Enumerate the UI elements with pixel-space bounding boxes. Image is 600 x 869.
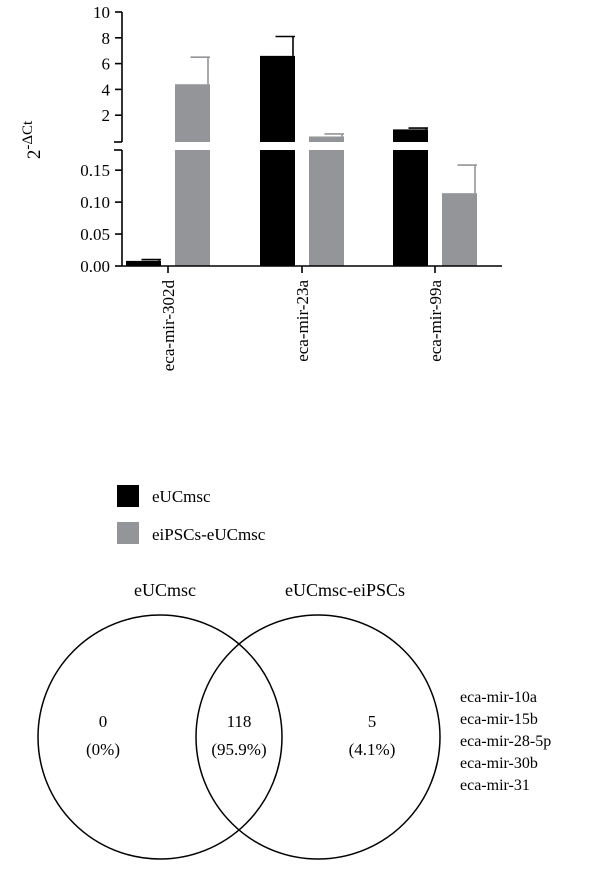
bar-eca-mir-99a-eiPSCs-eUCmsc bbox=[442, 193, 477, 266]
venn-overlap-pct: (95.9%) bbox=[211, 740, 266, 759]
x-category-label: eca-mir-99a bbox=[426, 280, 445, 362]
bar-eca-mir-23a-eUCmsc bbox=[260, 55, 295, 266]
y-axis-label: 2-ΔCt bbox=[20, 120, 45, 159]
axis-break-band bbox=[123, 142, 503, 150]
y-tick-label: 0.15 bbox=[80, 161, 110, 180]
venn-right-only-count: 5 bbox=[368, 712, 377, 731]
venn-right-only-pct: (4.1%) bbox=[349, 740, 396, 759]
y-tick-label: 0.05 bbox=[80, 225, 110, 244]
gene-label: eca-mir-31 bbox=[460, 777, 530, 794]
x-category-label: eca-mir-23a bbox=[293, 280, 312, 362]
y-tick-label: 2 bbox=[102, 106, 111, 125]
legend-label-eipscs: eiPSCs-eUCmsc bbox=[152, 525, 266, 544]
venn-diagram: eUCmsc eUCmsc-eiPSCs 0 (0%) 118 (95.9%) … bbox=[37, 580, 551, 860]
y-tick-label: 0.00 bbox=[80, 257, 110, 276]
y-ticks: 0.00 0.05 0.10 0.15 2 4 6 8 10 bbox=[80, 3, 122, 276]
venn-right-title: eUCmsc-eiPSCs bbox=[285, 580, 405, 600]
y-axis-label-base: 2 bbox=[24, 150, 45, 160]
gene-label: eca-mir-30b bbox=[460, 755, 538, 772]
gene-label: eca-mir-28-5p bbox=[460, 733, 551, 750]
venn-left-only-count: 0 bbox=[99, 712, 108, 731]
venn-right-circle bbox=[195, 614, 441, 860]
y-tick-label: 0.10 bbox=[80, 193, 110, 212]
gene-label: eca-mir-10a bbox=[460, 689, 537, 706]
y-tick-label: 6 bbox=[102, 55, 111, 74]
y-tick-label: 4 bbox=[102, 80, 111, 99]
error-bars bbox=[141, 35, 477, 261]
y-tick-label: 10 bbox=[93, 3, 110, 22]
x-categories: eca-mir-302d eca-mir-23a eca-mir-99a bbox=[159, 266, 445, 371]
legend-swatch-eipscs bbox=[117, 522, 139, 544]
venn-left-circle bbox=[37, 614, 283, 860]
y-axis-label-exponent: -ΔCt bbox=[20, 120, 36, 150]
legend: eUCmsc eiPSCs-eUCmsc bbox=[117, 485, 266, 544]
legend-label-eucmsc: eUCmsc bbox=[152, 487, 211, 506]
venn-overlap-count: 118 bbox=[227, 712, 252, 731]
bar-eca-mir-23a-eiPSCs-eUCmsc bbox=[309, 136, 344, 266]
gene-label: eca-mir-15b bbox=[460, 711, 538, 728]
venn-left-only-pct: (0%) bbox=[86, 740, 120, 759]
legend-swatch-eucmsc bbox=[117, 485, 139, 507]
bar-eca-mir-302d-eiPSCs-eUCmsc bbox=[175, 84, 210, 267]
venn-left-title: eUCmsc bbox=[134, 580, 196, 600]
y-tick-label: 8 bbox=[102, 29, 111, 48]
bar-eca-mir-302d-eUCmsc bbox=[126, 260, 161, 266]
x-category-label: eca-mir-302d bbox=[159, 280, 178, 372]
venn-right-only-gene-list: eca-mir-10a eca-mir-15b eca-mir-28-5p ec… bbox=[460, 689, 551, 794]
bars bbox=[126, 55, 477, 267]
axes bbox=[114, 12, 503, 267]
bar-eca-mir-99a-eUCmsc bbox=[393, 129, 428, 266]
